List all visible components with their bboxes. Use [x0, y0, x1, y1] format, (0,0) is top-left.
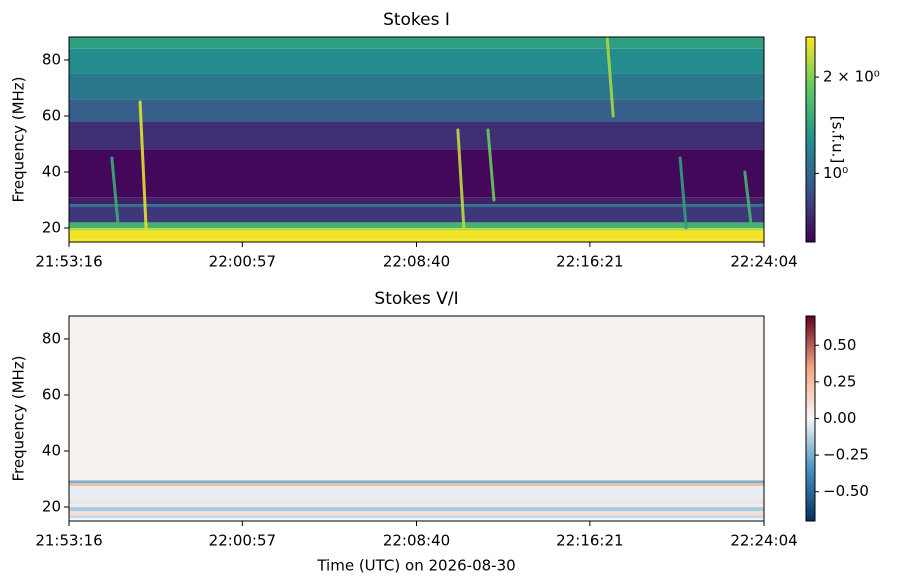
- x-tick-label: 22:08:40: [383, 253, 450, 271]
- y-axis-label: Frequency (MHz): [10, 76, 28, 202]
- frequency-band: [69, 511, 764, 516]
- frequency-band: [69, 197, 764, 205]
- burst: [486, 128, 496, 202]
- panel: Stokes V/I Frequency (MHz) Time (UTC) on 2…: [10, 289, 869, 575]
- x-tick-label: 22:00:57: [209, 532, 276, 550]
- x-axis-label: Time (UTC) on 2026-08-30: [316, 557, 515, 575]
- frequency-band: [69, 515, 764, 519]
- spectrogram-image: [69, 316, 764, 521]
- frequency-band: [69, 483, 764, 486]
- y-tick-label: 20: [42, 218, 61, 236]
- frequency-band: [69, 498, 764, 502]
- colorbar-tick-label: 10⁰: [823, 164, 848, 182]
- panel-title: Stokes V/I: [374, 289, 458, 309]
- colorbar-tick-label: 0.00: [823, 409, 856, 427]
- colorbar-tick-label: 0.25: [823, 372, 856, 390]
- frequency-band: [69, 518, 764, 521]
- y-axis-label: Frequency (MHz): [10, 355, 28, 481]
- burst: [110, 156, 120, 224]
- frequency-band: [69, 48, 764, 74]
- x-tick-label: 22:00:57: [209, 253, 276, 271]
- x-tick-label: 21:53:16: [35, 532, 102, 550]
- frequency-band: [69, 227, 764, 231]
- y-tick-label: 40: [42, 441, 61, 459]
- frequency-band: [69, 485, 764, 499]
- y-tick-label: 80: [42, 50, 61, 68]
- x-tick-label: 22:16:21: [556, 253, 623, 271]
- colorbar-tick-label: 2 × 10⁰: [823, 68, 880, 86]
- spectrogram-image: [69, 37, 764, 242]
- x-tick-label: 22:16:21: [556, 532, 623, 550]
- x-tick-label: 21:53:16: [35, 253, 102, 271]
- frequency-band: [69, 99, 764, 122]
- frequency-band: [69, 504, 764, 507]
- colorbar: [805, 315, 816, 522]
- frequency-band: [69, 222, 764, 228]
- colorbar-tick-label: 0.50: [823, 336, 856, 354]
- burst: [605, 37, 615, 118]
- y-tick-label: 60: [42, 385, 61, 403]
- x-tick-label: 22:24:04: [730, 253, 797, 271]
- y-tick-label: 80: [42, 329, 61, 347]
- frequency-band: [69, 37, 764, 49]
- colorbar-label: [s.f.u.]: [829, 116, 847, 164]
- colorbar: [805, 36, 816, 243]
- x-tick-label: 22:08:40: [383, 532, 450, 550]
- colorbar-tick-label: −0.25: [823, 446, 869, 464]
- y-tick-label: 20: [42, 497, 61, 515]
- frequency-band: [69, 506, 764, 512]
- y-tick-label: 40: [42, 162, 61, 180]
- burst: [743, 170, 753, 224]
- colorbar-tick-label: −0.50: [823, 482, 869, 500]
- x-tick-label: 22:24:04: [730, 532, 797, 550]
- frequency-band: [69, 149, 764, 198]
- frequency-band: [69, 239, 764, 242]
- panel: Stokes I Frequency (MHz) 20 40 60 80 21:53:16 2…: [10, 10, 880, 271]
- burst: [678, 156, 688, 230]
- frequency-band: [69, 121, 764, 150]
- frequency-band: [69, 480, 764, 484]
- burst: [456, 128, 466, 230]
- burst: [138, 100, 148, 230]
- panel-title: Stokes I: [383, 10, 450, 30]
- frequency-band: [69, 230, 764, 240]
- frequency-band: [69, 206, 764, 223]
- frequency-band: [69, 73, 764, 100]
- frequency-band: [69, 316, 764, 481]
- y-tick-label: 60: [42, 106, 61, 124]
- frequency-band: [69, 204, 764, 207]
- frequency-band: [69, 501, 764, 505]
